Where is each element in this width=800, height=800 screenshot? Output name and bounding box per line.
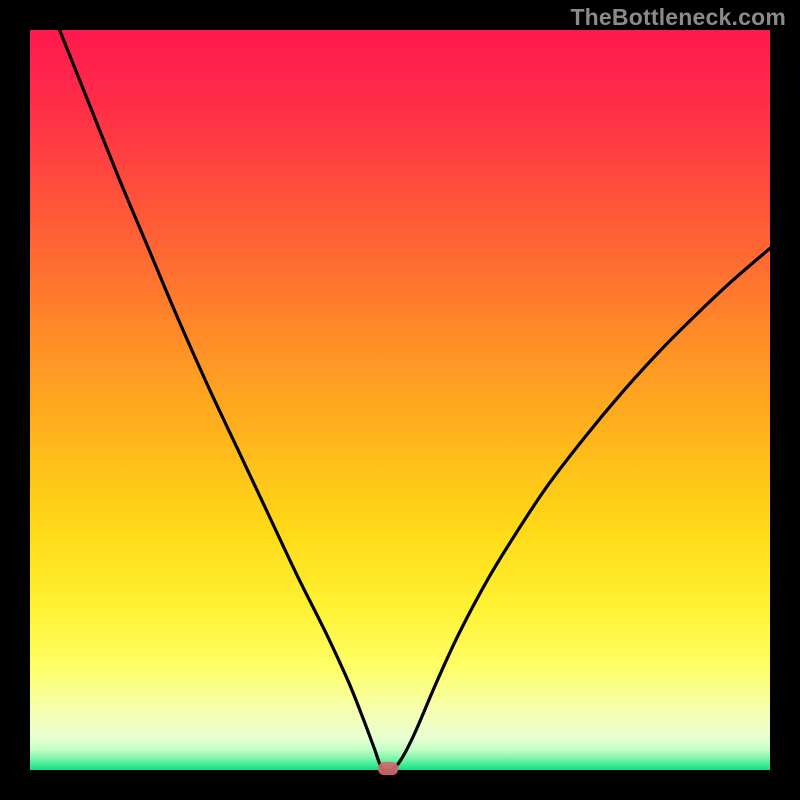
watermark-text: TheBottleneck.com bbox=[570, 4, 786, 31]
plot-background bbox=[30, 30, 770, 770]
optimal-point-marker bbox=[378, 762, 399, 775]
